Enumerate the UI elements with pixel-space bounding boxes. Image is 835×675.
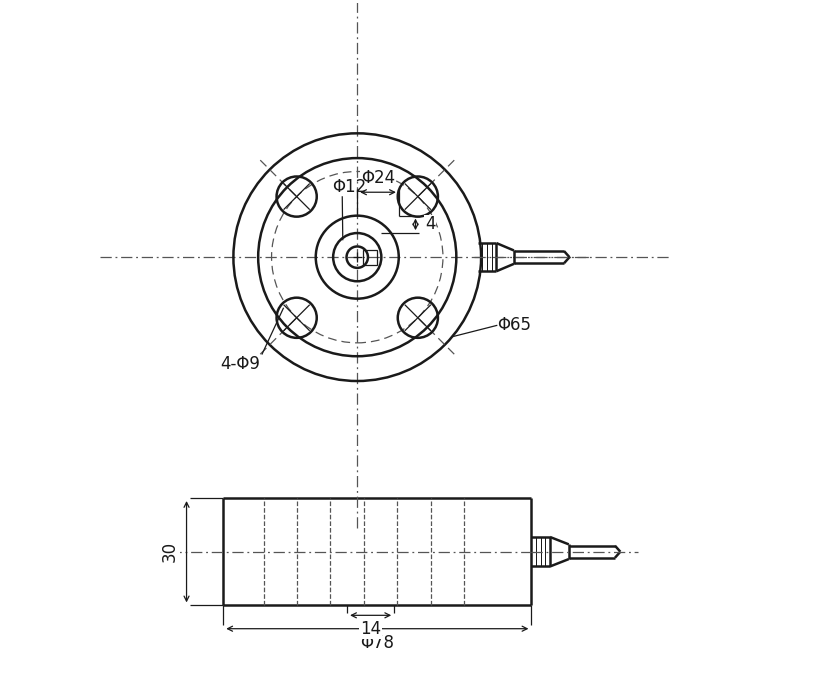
Text: Φ65: Φ65 [498,317,531,334]
Text: Φ12: Φ12 [331,178,366,196]
Text: Φ24: Φ24 [361,169,395,186]
Text: 14: 14 [360,620,382,638]
Text: Φ78: Φ78 [361,634,394,653]
Text: 4: 4 [425,215,436,234]
Text: 4-Φ9: 4-Φ9 [220,354,260,373]
Text: 30: 30 [161,541,179,562]
